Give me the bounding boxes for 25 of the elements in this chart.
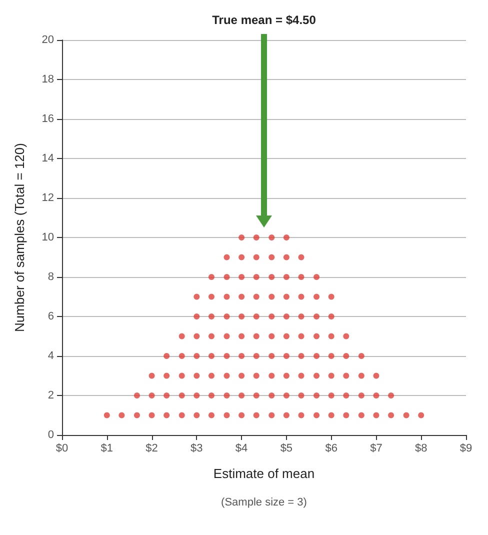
y-tick-label: 2	[48, 390, 54, 402]
y-tick-label: 18	[42, 74, 54, 86]
y-tick-label: 0	[48, 429, 54, 441]
x-tick-label: $6	[325, 442, 338, 454]
x-tick-label: $2	[146, 442, 158, 454]
x-tick-label: $9	[460, 442, 472, 454]
y-tick-label: 12	[42, 192, 54, 204]
x-tick-label: $4	[235, 442, 248, 454]
y-tick-label: 14	[42, 152, 54, 164]
x-tick-label: $7	[370, 442, 382, 454]
x-axis-title: Estimate of mean	[213, 466, 315, 481]
text: (Sample size = 3)	[221, 496, 307, 508]
y-tick-label: 20	[42, 34, 54, 46]
y-tick-label: 4	[48, 350, 54, 362]
y-tick-label: 8	[48, 271, 54, 283]
x-tick-label: $8	[414, 442, 428, 454]
y-axis-title: Number of samples (Total = 120)	[12, 143, 27, 332]
x-tick-label: $0	[56, 442, 68, 454]
x-tick-label: $3	[190, 442, 203, 454]
y-tick-label: 6	[48, 310, 54, 322]
y-tick-label: 16	[42, 113, 54, 125]
text: True mean = $4.50	[212, 13, 316, 27]
y-tick-label: 10	[42, 232, 54, 244]
x-tick-label: $5	[280, 442, 293, 454]
x-tick-label: $1	[100, 442, 114, 454]
